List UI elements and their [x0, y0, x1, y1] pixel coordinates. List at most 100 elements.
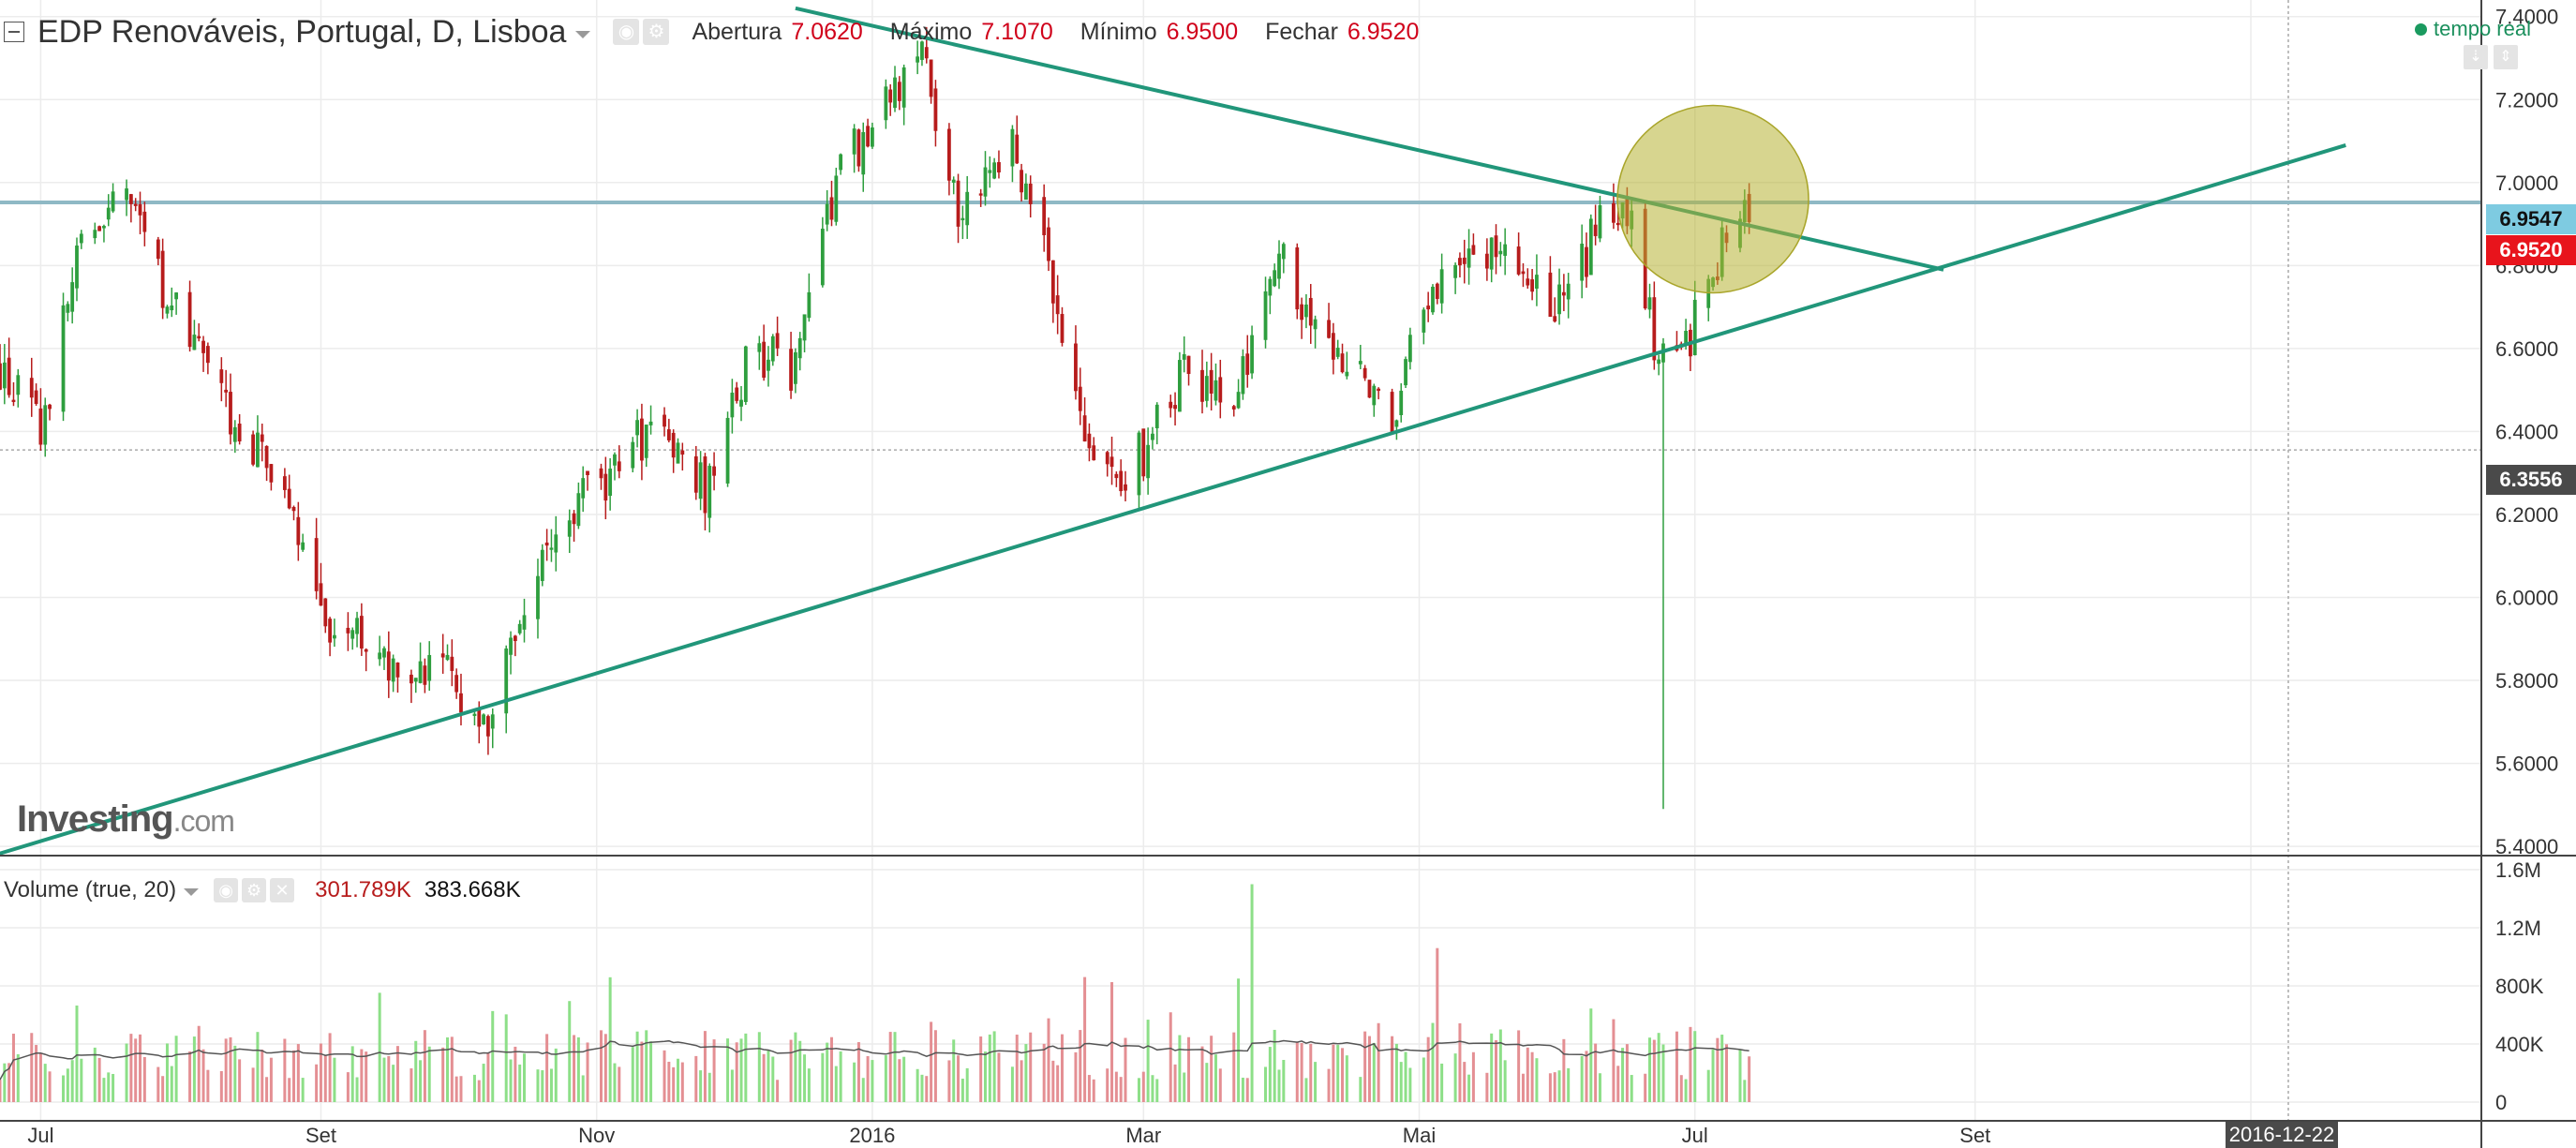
- date-tick-label: Mai: [1403, 1124, 1436, 1147]
- volume-bar: [573, 1035, 576, 1102]
- candle-body: [1471, 245, 1476, 255]
- volume-bar: [1684, 1079, 1688, 1102]
- volume-bar: [1155, 1079, 1159, 1102]
- volume-bar: [1210, 1036, 1214, 1102]
- candle-body: [644, 425, 648, 458]
- settings-icon[interactable]: ⚙: [242, 878, 267, 902]
- candle-body: [933, 88, 938, 131]
- candle-body: [165, 306, 170, 314]
- volume-bar: [676, 1058, 679, 1102]
- volume-bar: [712, 1039, 716, 1102]
- candle-body: [386, 651, 391, 681]
- volume-bar: [1526, 1047, 1529, 1102]
- volume-tick-label: 0: [2495, 1091, 2507, 1114]
- volume-bar: [419, 1060, 423, 1102]
- volume-bar: [265, 1077, 269, 1102]
- volume-bar: [866, 1055, 870, 1102]
- price-tick-label: 7.2000: [2495, 88, 2558, 112]
- candle-body: [916, 56, 920, 63]
- volume-bar: [803, 1054, 807, 1102]
- candle-body: [427, 654, 432, 681]
- candle-body: [544, 542, 549, 546]
- volume-bar: [269, 1057, 273, 1102]
- visibility-icon[interactable]: ◉: [214, 878, 239, 902]
- volume-bar: [1010, 1066, 1014, 1102]
- candle-body: [350, 630, 355, 639]
- candle-body: [219, 369, 224, 383]
- volume-bar: [206, 1069, 210, 1102]
- volume-bar: [333, 1057, 336, 1102]
- ohlc-low-value: 6.9500: [1166, 18, 1239, 45]
- volume-bar: [1024, 1044, 1028, 1102]
- candle-body: [205, 346, 210, 364]
- volume-bar: [1453, 1053, 1457, 1102]
- chevron-down-icon[interactable]: [575, 31, 591, 38]
- volume-bar: [536, 1069, 540, 1102]
- candle-body: [1124, 484, 1127, 491]
- candle-body: [1453, 264, 1458, 278]
- volume-bar: [1426, 1036, 1430, 1102]
- candle-body: [712, 466, 716, 476]
- candle-body: [576, 493, 581, 527]
- volume-bar: [161, 1076, 165, 1102]
- settings-icon[interactable]: ⚙: [643, 19, 670, 45]
- close-icon[interactable]: ✕: [270, 878, 295, 902]
- candle-body: [1580, 244, 1585, 281]
- candle-body: [378, 652, 382, 660]
- volume-bar: [694, 1055, 698, 1102]
- volume-bar: [1391, 1036, 1394, 1102]
- candle-body: [676, 442, 680, 464]
- collapse-icon[interactable]: [4, 22, 24, 42]
- candle-body: [866, 126, 870, 147]
- volume-bar: [414, 1040, 418, 1102]
- volume-bar: [739, 1038, 743, 1102]
- candle-body: [1092, 445, 1096, 461]
- candle-body: [440, 653, 445, 658]
- volume-bar: [821, 1052, 825, 1102]
- investing-logo: Investing.com: [17, 798, 235, 841]
- volume-bar: [1300, 1042, 1303, 1102]
- candle-body: [1236, 392, 1241, 409]
- candle-body: [951, 179, 956, 183]
- candle-body: [1598, 204, 1602, 239]
- date-tick-label: Mar: [1125, 1124, 1161, 1147]
- candle-body: [133, 203, 138, 206]
- expand-icon[interactable]: ⇕: [2494, 45, 2518, 69]
- date-tick-label: Set: [305, 1124, 336, 1147]
- chevron-down-icon[interactable]: [184, 888, 200, 896]
- volume-bar: [1092, 1079, 1095, 1102]
- volume-bar: [1471, 1051, 1475, 1102]
- symbol-title[interactable]: EDP Renováveis, Portugal, D, Lisboa: [37, 13, 567, 50]
- volume-bar: [762, 1053, 766, 1102]
- download-icon[interactable]: ⇣: [2464, 45, 2488, 69]
- candle-body: [296, 516, 301, 545]
- volume-bar: [549, 1068, 553, 1102]
- volume-bar: [1436, 947, 1439, 1102]
- volume-bar: [301, 1078, 305, 1102]
- candle-body: [1407, 335, 1412, 363]
- price-tag-last: 6.9520: [2486, 235, 2576, 265]
- visibility-icon[interactable]: ◉: [613, 19, 640, 45]
- volume-bar: [1377, 1022, 1380, 1102]
- candle-body: [802, 314, 807, 341]
- volume-bar: [378, 992, 381, 1102]
- chart-grid: [0, 0, 2481, 1120]
- volume-label[interactable]: Volume (true, 20): [4, 877, 177, 902]
- volume-bar: [1530, 1051, 1534, 1102]
- price-tick-label: 5.4000: [2495, 835, 2558, 858]
- candle-body: [1399, 390, 1404, 415]
- volume-ma-value: 383.668K: [424, 877, 521, 902]
- candle-body: [232, 426, 237, 442]
- candle-body: [1182, 353, 1186, 360]
- candle-body: [1200, 369, 1204, 402]
- candle-body: [567, 520, 572, 537]
- volume-bar: [224, 1038, 228, 1102]
- volume-bar: [1657, 1033, 1660, 1102]
- candle-body: [893, 77, 897, 109]
- volume-bar: [1232, 1032, 1236, 1102]
- volume-bar: [916, 1068, 919, 1102]
- candle-body: [43, 405, 48, 445]
- volume-bar: [1589, 1008, 1593, 1102]
- candle-body: [102, 226, 106, 229]
